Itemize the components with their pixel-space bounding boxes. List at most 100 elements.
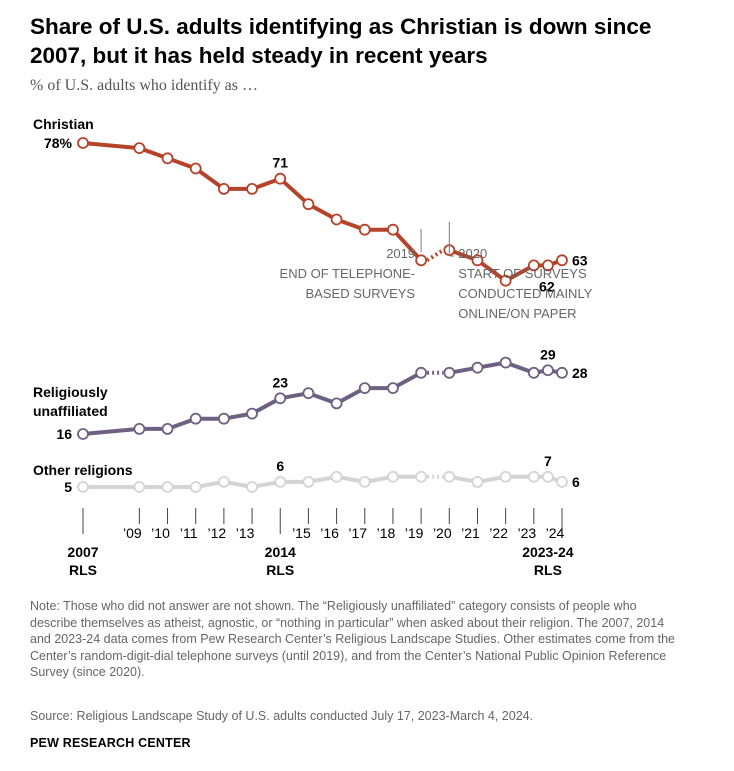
x-tick-label: ’15 <box>292 525 311 541</box>
series-break-christian <box>426 248 445 262</box>
chart-note: Note: Those who did not answer are not s… <box>30 599 676 679</box>
data-point-other-religions <box>302 475 315 488</box>
data-point-other-religions <box>358 475 371 488</box>
x-tick-label: ’23 <box>517 525 536 541</box>
data-point-other-religions <box>499 470 512 483</box>
x-tick-label: ’24 <box>546 525 565 541</box>
data-point-unaffiliated <box>358 382 371 395</box>
data-point-christian <box>246 182 258 195</box>
x-tick-label: ’19 <box>405 525 424 541</box>
annotation-text: BASED SURVEYS <box>306 286 416 301</box>
x-tick-label: ’20 <box>433 525 452 541</box>
data-label: 29 <box>540 346 556 362</box>
annotation-text: CONDUCTED MAINLY <box>458 286 592 301</box>
data-label: 62 <box>539 278 555 294</box>
data-point-other-religions <box>274 475 287 488</box>
x-tick-label: ’09 <box>123 525 142 541</box>
x-rls-label: 2014 <box>265 544 296 560</box>
data-label: 6 <box>572 474 580 490</box>
x-rls-label: RLS <box>534 562 562 578</box>
data-point-other-religions <box>415 470 428 483</box>
data-point-other-religions <box>443 470 456 483</box>
annotation-text: ONLINE/ON PAPER <box>458 306 576 321</box>
annotation-text: 2019 <box>386 246 415 261</box>
data-point-other-religions <box>189 481 202 493</box>
data-point-other-religions <box>387 470 399 483</box>
data-point-christian <box>556 254 568 267</box>
data-label: 16 <box>56 426 72 442</box>
data-point-other-religions <box>217 475 230 488</box>
data-point-unaffiliated <box>77 428 89 440</box>
series-name-christian: Christian <box>33 116 94 132</box>
data-point-unaffiliated <box>443 366 456 379</box>
data-point-unaffiliated <box>499 356 512 369</box>
data-point-other-religions <box>330 470 343 483</box>
data-point-unaffiliated <box>542 364 554 377</box>
data-point-unaffiliated <box>330 397 343 410</box>
data-point-christian <box>161 152 174 165</box>
data-point-christian <box>77 137 89 149</box>
data-point-christian <box>471 254 484 267</box>
x-tick-label: ’10 <box>151 525 170 541</box>
chart-subtitle: % of U.S. adults who identify as … <box>30 77 258 94</box>
data-point-other-religions <box>77 481 89 493</box>
data-point-unaffiliated <box>189 412 202 425</box>
series-line-unaffiliated <box>82 371 423 436</box>
data-point-other-religions <box>556 475 568 488</box>
data-point-other-religions <box>161 481 174 493</box>
annotation-text: 2020 <box>458 246 487 261</box>
data-point-christian <box>217 182 230 195</box>
chart-title: Share of U.S. adults identifying as Chri… <box>30 14 652 68</box>
data-point-christian <box>499 274 512 287</box>
data-label: 71 <box>272 155 288 171</box>
data-point-other-religions <box>542 470 554 483</box>
x-tick-label: ’22 <box>489 525 508 541</box>
data-label: 5 <box>64 479 72 495</box>
x-tick-label: ’13 <box>236 525 255 541</box>
data-point-unaffiliated <box>387 382 399 395</box>
data-point-christian <box>527 259 540 272</box>
series-name-unaffiliated: unaffiliated <box>33 403 108 419</box>
x-rls-label: RLS <box>69 562 97 578</box>
brand-label: PEW RESEARCH CENTER <box>30 736 191 750</box>
data-label: 28 <box>572 365 588 381</box>
x-tick-label: ’11 <box>180 525 198 541</box>
data-label: 78% <box>44 135 73 151</box>
x-tick-label: ’21 <box>461 525 480 541</box>
annotation-text: END OF TELEPHONE- <box>280 266 416 281</box>
series-line-christian <box>82 141 423 262</box>
annotation-text: START OF SURVEYS <box>458 266 587 281</box>
x-tick-label: ’12 <box>208 525 227 541</box>
data-point-unaffiliated <box>161 422 174 435</box>
data-point-christian <box>415 254 428 267</box>
series-name-other-religions: Other religions <box>33 462 133 478</box>
data-point-christian <box>302 198 315 211</box>
x-rls-label: 2023-24 <box>522 544 574 560</box>
data-point-christian <box>358 223 371 236</box>
data-point-unaffiliated <box>527 366 540 379</box>
x-rls-label: 2007 <box>67 544 98 560</box>
data-point-unaffiliated <box>302 387 315 400</box>
data-point-other-religions <box>527 470 540 483</box>
series-name-unaffiliated: Religiously <box>33 384 108 400</box>
x-tick-label: ’18 <box>377 525 396 541</box>
data-point-unaffiliated <box>471 361 484 374</box>
data-point-christian <box>133 142 146 155</box>
line-chart: 78% 71 62 63 16 23 29 28 5 6 7 6 Christian Religiousl… <box>33 116 593 578</box>
x-rls-label: RLS <box>266 562 294 578</box>
data-point-christian <box>387 223 399 236</box>
data-point-unaffiliated <box>415 366 428 379</box>
data-label: 63 <box>572 252 588 268</box>
data-point-christian <box>330 213 343 226</box>
data-point-christian <box>542 259 554 272</box>
data-point-unaffiliated <box>246 407 258 420</box>
data-point-christian <box>189 162 202 175</box>
data-label: 23 <box>272 374 288 390</box>
data-point-other-religions <box>133 481 146 493</box>
data-point-christian <box>274 172 287 185</box>
data-label: 6 <box>276 458 284 474</box>
data-point-other-religions <box>246 481 258 493</box>
data-point-unaffiliated <box>274 392 287 405</box>
x-tick-label: ’17 <box>348 525 367 541</box>
chart-source: Source: Religious Landscape Study of U.S… <box>30 709 534 723</box>
